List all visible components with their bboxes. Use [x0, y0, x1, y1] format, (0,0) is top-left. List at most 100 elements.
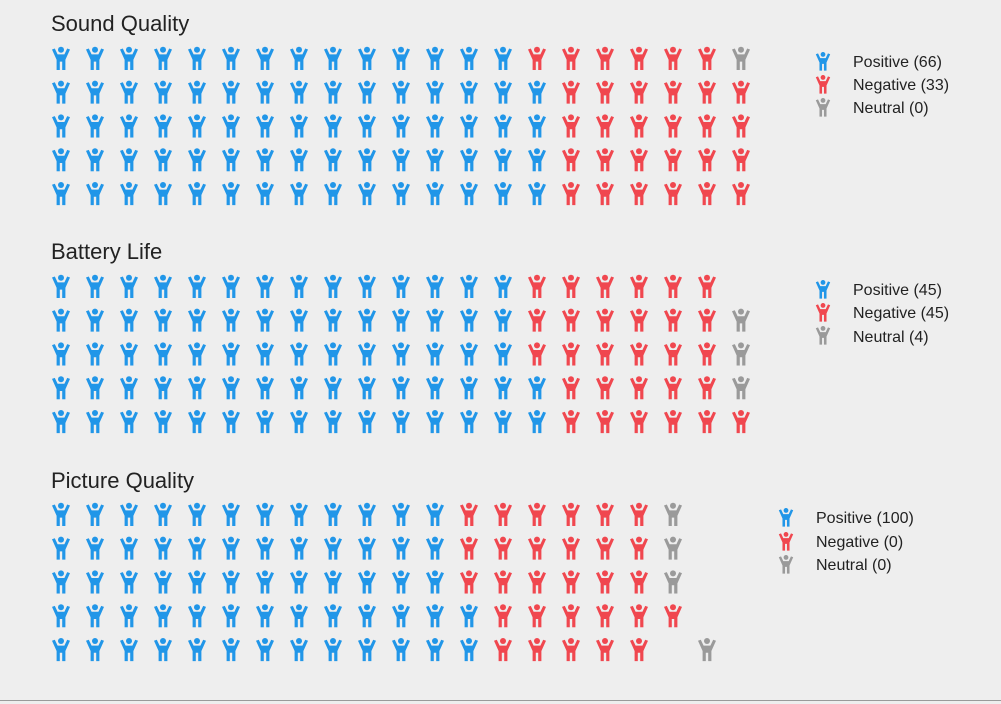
positive-person-icon — [188, 536, 206, 560]
positive-person-icon — [426, 376, 444, 400]
negative-person-icon — [562, 80, 580, 104]
positive-person-icon — [392, 570, 410, 594]
positive-person-icon — [324, 570, 342, 594]
positive-person-icon — [154, 182, 172, 206]
positive-person-icon — [392, 80, 410, 104]
positive-person-icon — [120, 570, 138, 594]
positive-person-icon — [426, 342, 444, 366]
positive-person-icon — [52, 274, 70, 298]
negative-person-icon — [494, 604, 512, 628]
positive-person-icon — [290, 80, 308, 104]
positive-person-icon — [392, 638, 410, 662]
positive-person-icon — [154, 570, 172, 594]
positive-person-icon — [324, 502, 342, 526]
legend-neutral-label: Neutral (0) — [816, 557, 892, 574]
positive-person-icon — [392, 604, 410, 628]
negative-person-icon — [698, 410, 716, 434]
positive-person-icon — [86, 570, 104, 594]
positive-person-icon — [392, 114, 410, 138]
positive-person-icon — [460, 342, 478, 366]
legend: Positive (66) Negative (33) Neutral (0) — [815, 52, 949, 117]
positive-person-icon — [324, 182, 342, 206]
positive-person-icon — [460, 46, 478, 70]
negative-person-icon — [630, 148, 648, 172]
legend-neutral-label: Neutral (4) — [853, 329, 929, 346]
negative-person-icon — [596, 182, 614, 206]
positive-person-icon — [222, 46, 240, 70]
legend: Positive (100) Negative (0) Neutral (0) — [778, 508, 914, 574]
positive-person-icon — [494, 308, 512, 332]
positive-person-icon — [188, 502, 206, 526]
negative-person-icon — [698, 342, 716, 366]
negative-person-icon — [664, 604, 682, 628]
negative-person-icon — [596, 308, 614, 332]
negative-person-icon — [562, 148, 580, 172]
negative-person-icon — [596, 604, 614, 628]
positive-person-icon — [222, 604, 240, 628]
negative-person-icon — [562, 604, 580, 628]
negative-person-icon — [664, 308, 682, 332]
positive-person-icon — [256, 182, 274, 206]
positive-person-icon — [324, 274, 342, 298]
positive-person-icon — [86, 410, 104, 434]
positive-person-icon — [460, 274, 478, 298]
positive-person-icon — [120, 502, 138, 526]
negative-person-icon — [460, 502, 478, 526]
legend-positive-icon — [778, 508, 794, 527]
positive-person-icon — [52, 604, 70, 628]
positive-person-icon — [52, 80, 70, 104]
positive-person-icon — [528, 376, 546, 400]
positive-person-icon — [358, 536, 376, 560]
negative-person-icon — [732, 182, 750, 206]
waffle-grid — [52, 502, 716, 662]
positive-person-icon — [120, 46, 138, 70]
panel-sound-quality: Sound Quality Positive (66) Negative (33… — [51, 11, 949, 206]
positive-person-icon — [154, 536, 172, 560]
positive-person-icon — [528, 148, 546, 172]
negative-person-icon — [698, 114, 716, 138]
positive-person-icon — [222, 570, 240, 594]
positive-person-icon — [494, 182, 512, 206]
waffle-grid — [52, 274, 750, 434]
positive-person-icon — [460, 376, 478, 400]
legend-positive-label: Positive (45) — [853, 282, 942, 299]
negative-person-icon — [630, 308, 648, 332]
positive-person-icon — [154, 308, 172, 332]
neutral-person-icon — [732, 308, 750, 332]
positive-person-icon — [120, 148, 138, 172]
legend-negative-label: Negative (33) — [853, 77, 949, 94]
negative-person-icon — [630, 274, 648, 298]
positive-person-icon — [426, 536, 444, 560]
negative-person-icon — [596, 46, 614, 70]
legend-negative-label: Negative (0) — [816, 534, 903, 551]
positive-person-icon — [120, 274, 138, 298]
neutral-person-icon — [732, 342, 750, 366]
positive-person-icon — [358, 410, 376, 434]
positive-person-icon — [392, 342, 410, 366]
positive-person-icon — [290, 410, 308, 434]
negative-person-icon — [562, 376, 580, 400]
positive-person-icon — [188, 182, 206, 206]
positive-person-icon — [426, 502, 444, 526]
positive-person-icon — [528, 410, 546, 434]
positive-person-icon — [188, 342, 206, 366]
positive-person-icon — [426, 182, 444, 206]
positive-person-icon — [256, 80, 274, 104]
positive-person-icon — [494, 410, 512, 434]
positive-person-icon — [324, 342, 342, 366]
positive-person-icon — [358, 308, 376, 332]
negative-person-icon — [630, 80, 648, 104]
positive-person-icon — [256, 342, 274, 366]
positive-person-icon — [154, 80, 172, 104]
positive-person-icon — [154, 410, 172, 434]
positive-person-icon — [52, 638, 70, 662]
positive-person-icon — [324, 148, 342, 172]
positive-person-icon — [426, 46, 444, 70]
positive-person-icon — [392, 274, 410, 298]
neutral-person-icon — [732, 46, 750, 70]
negative-person-icon — [664, 148, 682, 172]
positive-person-icon — [392, 502, 410, 526]
positive-person-icon — [222, 148, 240, 172]
negative-person-icon — [596, 536, 614, 560]
neutral-person-icon — [664, 502, 682, 526]
